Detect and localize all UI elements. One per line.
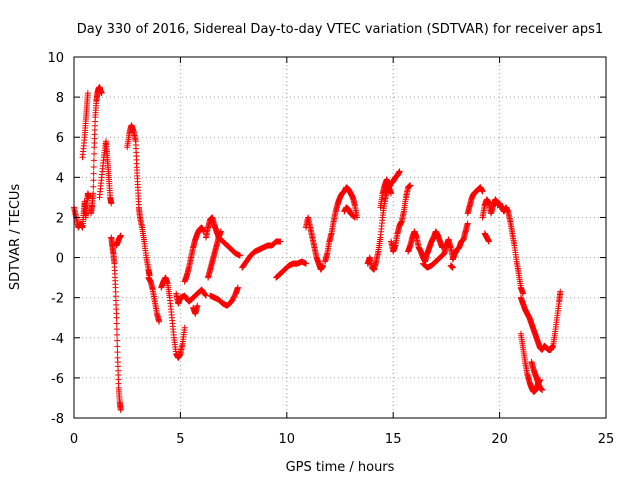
y-tick-label: 8: [56, 91, 64, 106]
data-point: [114, 331, 121, 338]
data-point: [520, 290, 527, 297]
y-tick-label: 10: [47, 51, 64, 66]
data-point: [539, 386, 546, 393]
data-point: [90, 157, 97, 164]
y-tick-label: -2: [51, 292, 64, 307]
data-point: [277, 238, 284, 245]
data-point: [91, 150, 98, 157]
data-point: [319, 262, 326, 269]
data-point: [117, 232, 124, 239]
data-point: [479, 188, 486, 195]
y-tick-label: 4: [56, 171, 64, 186]
data-point: [90, 183, 97, 190]
data-point: [396, 168, 403, 175]
x-tick-label: 0: [70, 432, 78, 447]
data-point: [108, 200, 115, 207]
y-tick-label: 6: [56, 131, 64, 146]
data-point: [202, 291, 209, 298]
data-point: [557, 288, 564, 295]
data-point: [156, 318, 163, 325]
data-point: [113, 320, 120, 327]
data-point: [113, 314, 120, 321]
y-tick-label: -4: [51, 332, 64, 347]
y-tick-label: -6: [51, 372, 64, 387]
data-point: [113, 326, 120, 333]
data-point: [90, 164, 97, 171]
data-point: [388, 190, 395, 197]
y-tick-labels: -8 -6 -4 -2 0 2 4 6 8 10: [47, 51, 64, 427]
data-point: [407, 182, 414, 189]
data-point: [117, 406, 124, 413]
x-tick-label: 5: [176, 432, 184, 447]
x-axis-label: GPS time / hours: [286, 460, 395, 475]
y-tick-label: 2: [56, 211, 64, 226]
data-point: [114, 349, 121, 356]
data-point: [84, 90, 91, 97]
data-point: [302, 260, 309, 267]
data-point: [234, 284, 241, 291]
x-tick-label: 10: [279, 432, 296, 447]
data-point: [114, 337, 121, 344]
data-point: [464, 220, 471, 227]
data-point: [485, 238, 492, 245]
data-point: [236, 252, 243, 259]
data-point: [194, 302, 201, 309]
x-tick-label: 15: [385, 432, 402, 447]
data-point: [98, 90, 105, 97]
axis-ticks: [73, 56, 607, 419]
data-point: [85, 194, 92, 201]
plot-frame: [73, 56, 607, 419]
data-point: [90, 170, 97, 177]
data-point: [90, 190, 97, 197]
grid-lines: [74, 57, 606, 418]
data-point: [181, 324, 188, 331]
x-tick-label: 25: [598, 432, 615, 447]
chart-title: Day 330 of 2016, Sidereal Day-to-day VTE…: [77, 22, 603, 37]
data-points: [71, 84, 564, 413]
y-axis-label: SDTVAR / TECUs: [8, 184, 23, 291]
data-point: [351, 214, 358, 221]
x-tick-label: 20: [491, 432, 508, 447]
data-point: [449, 264, 456, 271]
data-point: [114, 343, 121, 350]
x-tick-labels: 0 5 10 15 20 25: [70, 432, 614, 447]
y-tick-label: -8: [51, 412, 64, 427]
y-tick-label: 0: [56, 252, 64, 267]
data-point: [90, 177, 97, 184]
